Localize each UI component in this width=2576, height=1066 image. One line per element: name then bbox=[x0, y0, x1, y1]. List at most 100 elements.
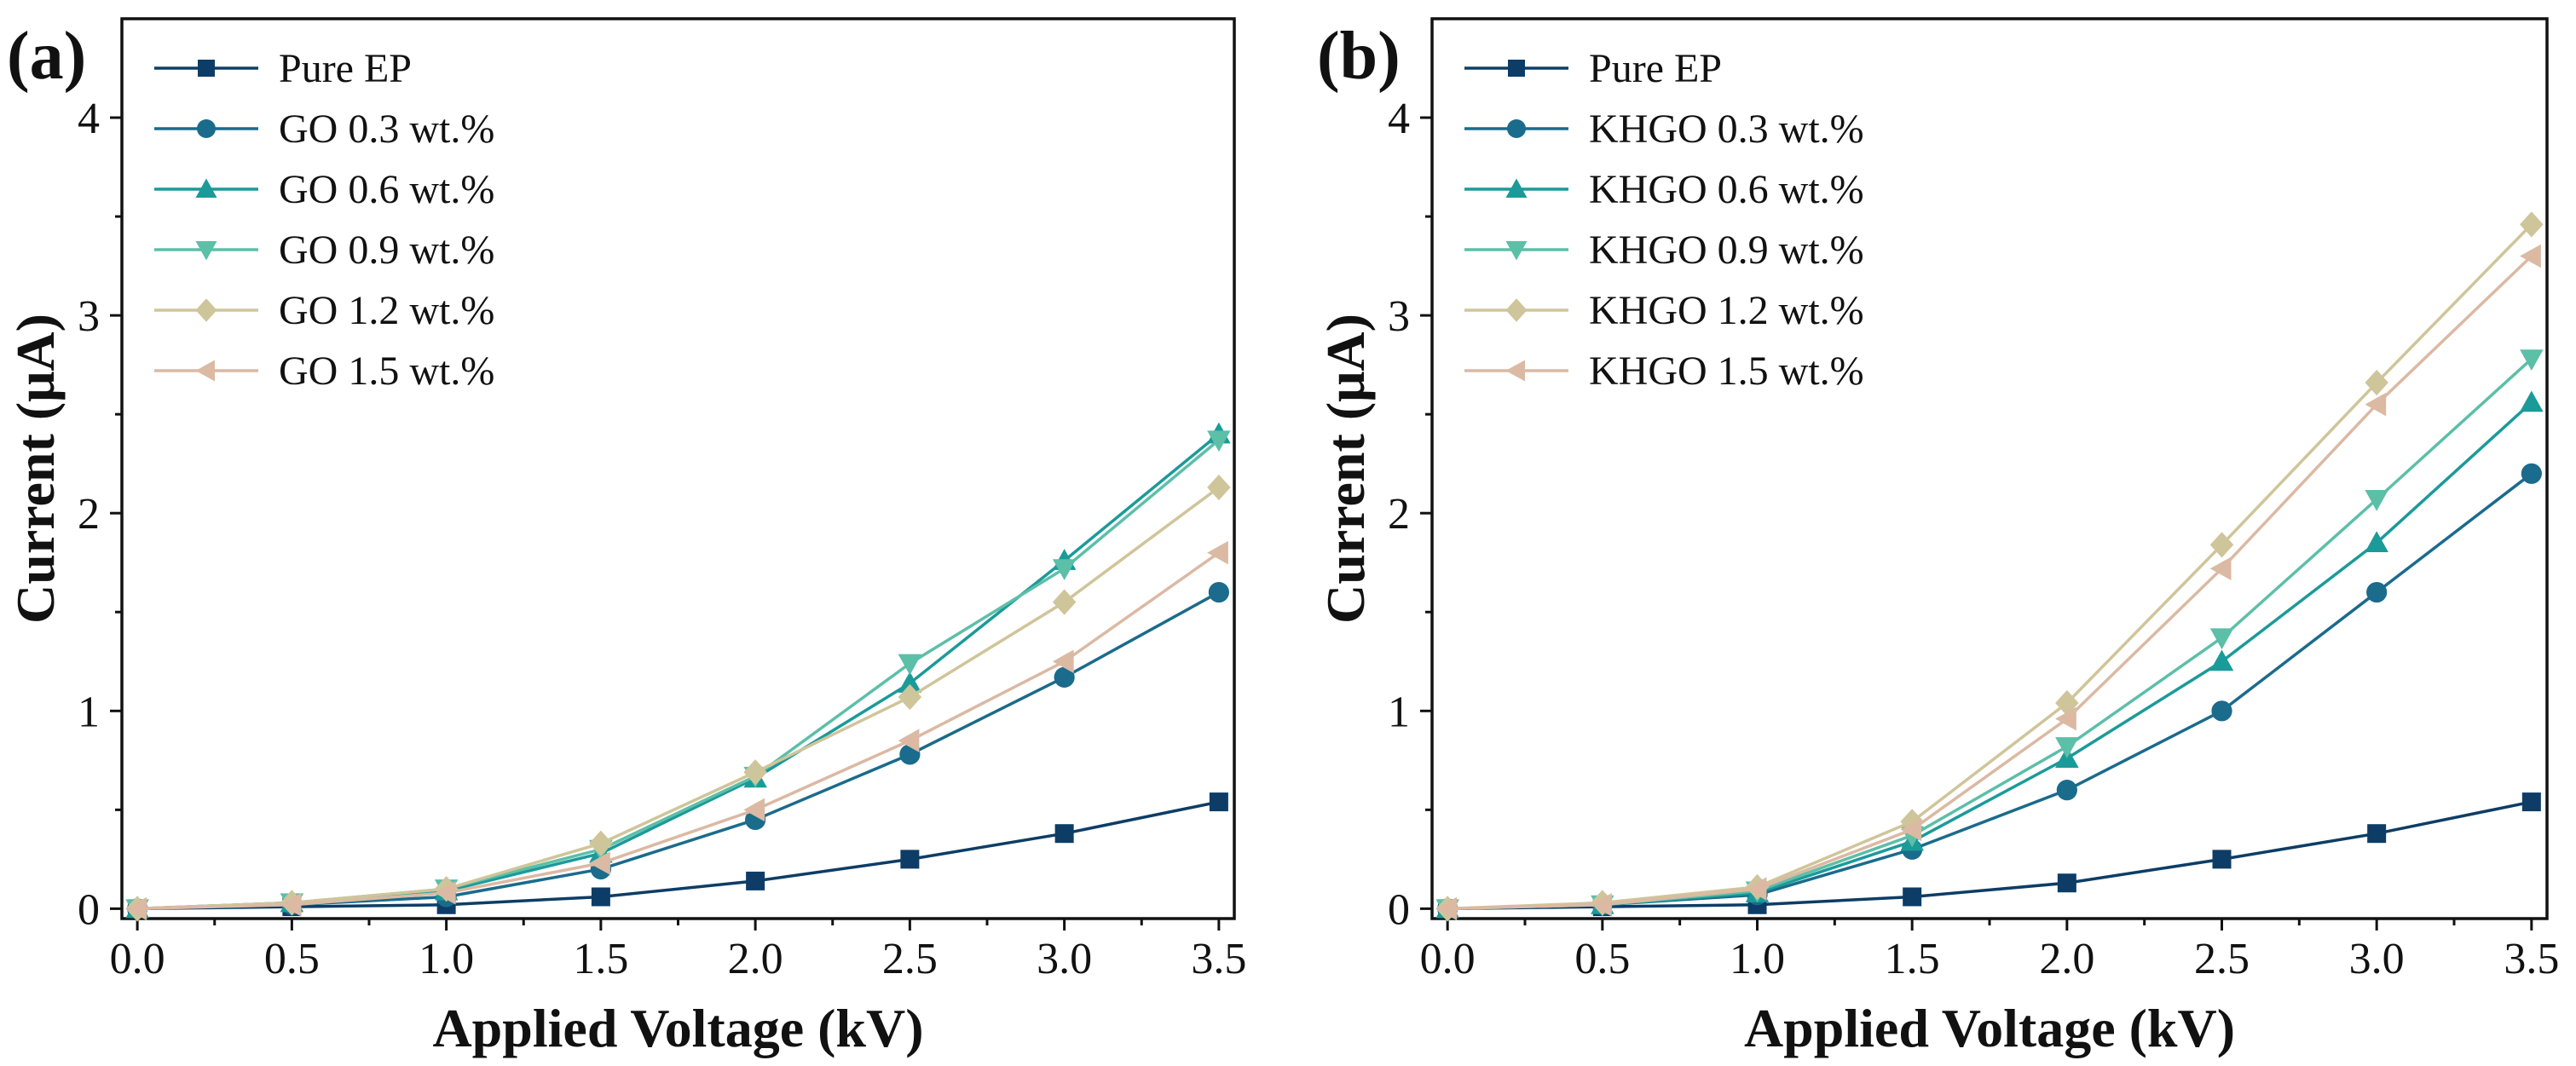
legend-label: GO 0.6 wt.% bbox=[279, 167, 494, 212]
data-point bbox=[2367, 824, 2387, 844]
legend-label: KHGO 0.9 wt.% bbox=[1589, 228, 1864, 273]
legend-label: Pure EP bbox=[1589, 46, 1722, 91]
x-tick-label: 3.0 bbox=[2349, 935, 2405, 983]
data-point bbox=[1903, 887, 1922, 907]
series-line bbox=[137, 591, 1220, 911]
data-point bbox=[743, 759, 767, 786]
data-point bbox=[2209, 556, 2232, 580]
data-point bbox=[2212, 850, 2232, 869]
data-point bbox=[743, 798, 765, 822]
data-point bbox=[125, 896, 147, 921]
data-point bbox=[1900, 817, 1922, 842]
y-tick-label: 2 bbox=[1388, 490, 1410, 539]
x-tick-label: 0.5 bbox=[264, 935, 320, 983]
x-tick-label: 0.5 bbox=[1574, 935, 1630, 983]
data-point bbox=[2365, 489, 2388, 511]
x-tick-label: 1.0 bbox=[419, 935, 474, 983]
data-point bbox=[1052, 649, 1074, 674]
panel-a: (a) 0.0 0.5 1.0 1.5 2.0 2.5 3.0 3.5 0 1 2 3 4 Applied … bbox=[5, 17, 1246, 1058]
data-point bbox=[2055, 737, 2079, 758]
y-tick-label: 3 bbox=[1388, 292, 1410, 341]
legend-marker bbox=[1505, 298, 1528, 322]
data-point bbox=[1209, 792, 1228, 812]
x-axis-title: Applied Voltage (kV) bbox=[432, 998, 923, 1058]
data-point bbox=[746, 871, 765, 890]
data-point bbox=[1591, 893, 1612, 917]
series-5 bbox=[125, 474, 1231, 922]
legend: Pure EP GO 0.3 wt.% GO 0.6 wt.% GO 0.9 wt.%… bbox=[154, 46, 494, 394]
series-line bbox=[137, 486, 1220, 911]
data-point bbox=[898, 671, 922, 693]
data-point bbox=[1054, 824, 1074, 844]
data-point bbox=[1054, 666, 1075, 688]
y-tick-label: 1 bbox=[1388, 688, 1410, 736]
data-point bbox=[2365, 531, 2388, 553]
legend-label: Pure EP bbox=[279, 46, 412, 91]
data-point bbox=[2055, 706, 2076, 731]
y-tick-label: 3 bbox=[78, 292, 100, 341]
x-tick-label: 2.0 bbox=[2039, 935, 2094, 983]
data-point bbox=[589, 851, 610, 875]
data-point bbox=[591, 887, 610, 907]
x-tick-label: 1.0 bbox=[1730, 935, 1785, 983]
legend-marker bbox=[198, 60, 215, 77]
y-tick-label: 0 bbox=[1388, 885, 1410, 934]
data-point bbox=[434, 881, 456, 905]
data-point bbox=[2520, 244, 2541, 268]
legend-marker bbox=[1505, 241, 1528, 261]
data-point bbox=[1207, 430, 1231, 452]
x-tick-label: 3.0 bbox=[1037, 935, 1092, 983]
panel-label: (a) bbox=[7, 19, 86, 94]
x-tick-label: 1.5 bbox=[1885, 935, 1940, 983]
legend-label: GO 1.2 wt.% bbox=[279, 288, 494, 333]
legend-marker bbox=[195, 298, 217, 322]
series-line bbox=[137, 551, 1220, 911]
plot-area bbox=[120, 17, 1236, 920]
data-point bbox=[898, 683, 922, 711]
x-tick-label: 3.5 bbox=[2504, 935, 2559, 983]
panel-b: (b) 0.0 0.5 1.0 1.5 2.0 2.5 3.0 3.5 0 1 2 3 4 Applied … bbox=[1315, 17, 2559, 1058]
data-point bbox=[2366, 581, 2388, 603]
legend-label: KHGO 0.3 wt.% bbox=[1589, 107, 1864, 152]
data-point bbox=[2209, 628, 2234, 650]
data-point bbox=[2365, 392, 2387, 417]
series-6 bbox=[125, 540, 1228, 921]
legend: Pure EP KHGO 0.3 wt.% KHGO 0.6 wt.% KHGO 0.… bbox=[1464, 46, 1864, 394]
legend-marker bbox=[1505, 178, 1528, 198]
legend-marker bbox=[195, 360, 215, 382]
legend-label: GO 1.5 wt.% bbox=[279, 349, 494, 394]
data-point bbox=[898, 729, 920, 752]
legend-marker bbox=[195, 241, 217, 261]
legend-marker bbox=[1507, 119, 1526, 138]
plot-area bbox=[1430, 17, 2549, 920]
series-2 bbox=[1437, 463, 2542, 919]
data-point bbox=[2211, 700, 2232, 722]
x-tick-label: 3.5 bbox=[1191, 935, 1246, 983]
data-point bbox=[2056, 780, 2077, 801]
data-point bbox=[2520, 349, 2544, 371]
y-tick-label: 1 bbox=[78, 688, 100, 736]
series-line bbox=[1447, 223, 2533, 911]
data-point bbox=[2209, 649, 2234, 671]
data-point bbox=[2520, 390, 2544, 412]
data-point bbox=[2365, 369, 2388, 396]
series-line bbox=[1447, 800, 2533, 911]
data-point bbox=[2521, 463, 2542, 484]
data-point bbox=[1207, 474, 1231, 501]
panel-label: (b) bbox=[1317, 19, 1401, 94]
x-tick-label: 2.5 bbox=[882, 935, 938, 983]
data-point bbox=[1208, 581, 1229, 603]
legend-label: KHGO 1.5 wt.% bbox=[1589, 349, 1864, 394]
x-tick-label: 2.5 bbox=[2194, 935, 2250, 983]
legend-label: KHGO 1.2 wt.% bbox=[1589, 288, 1864, 333]
data-point bbox=[2057, 873, 2076, 893]
data-point bbox=[2521, 792, 2541, 812]
data-point bbox=[1052, 589, 1077, 615]
data-point bbox=[589, 830, 613, 856]
series-2 bbox=[127, 581, 1229, 919]
series-line bbox=[1447, 472, 2533, 911]
data-point bbox=[1435, 896, 1458, 921]
data-point bbox=[900, 850, 920, 869]
series-6 bbox=[1435, 244, 2541, 921]
